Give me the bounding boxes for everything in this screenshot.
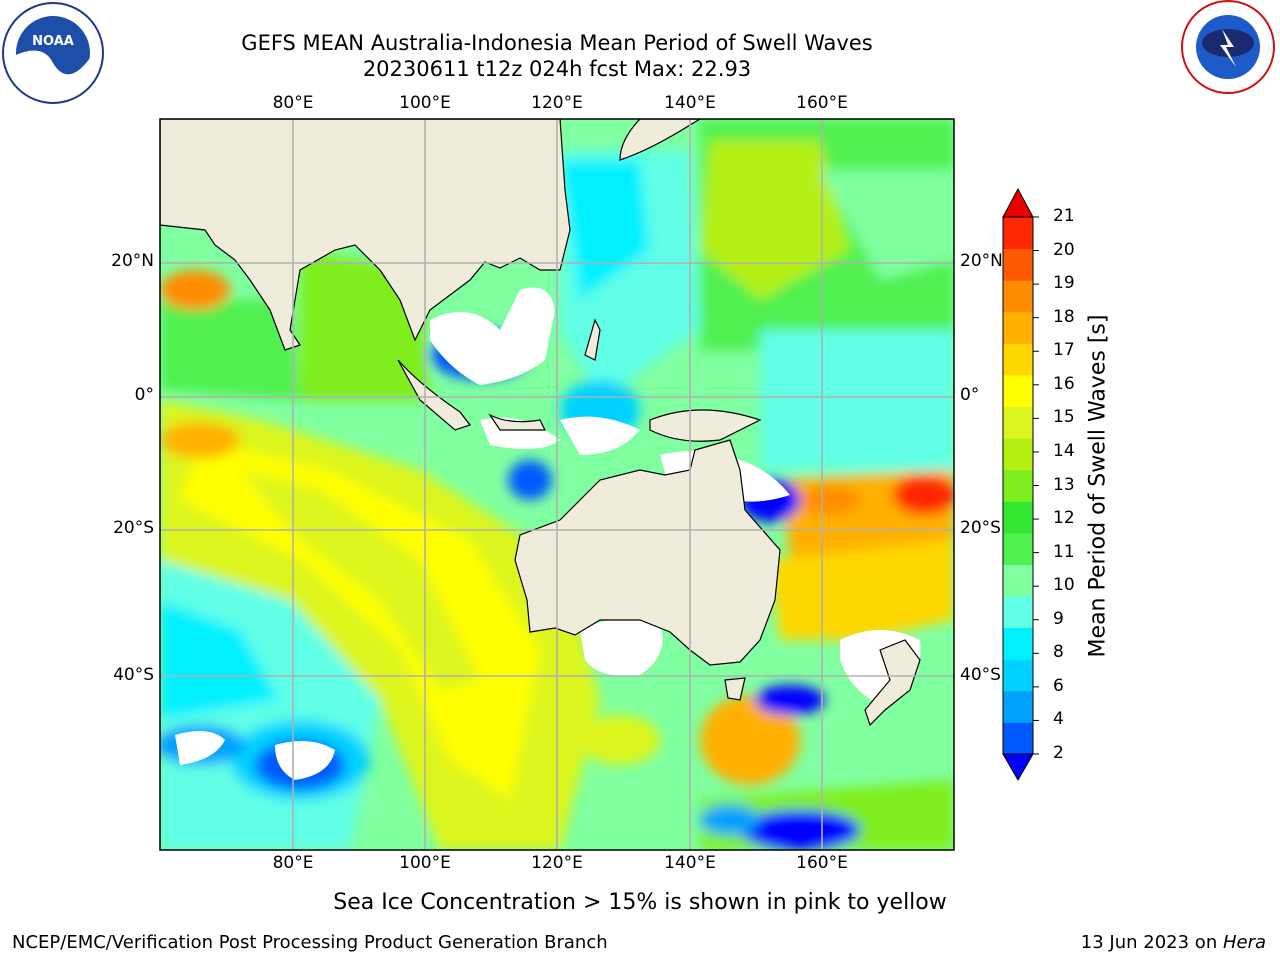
colorbar-band xyxy=(1003,469,1033,502)
footer-host: Hera xyxy=(1222,932,1266,953)
chart-subtitle: 20230611 t12z 024h fcst Max: 22.93 xyxy=(362,57,752,81)
swell-period-field xyxy=(160,119,954,850)
colorbar-tick-label: 11 xyxy=(1053,541,1075,562)
australia xyxy=(514,439,781,666)
colorbar-band xyxy=(1003,532,1033,565)
lon-label-bottom: 160°E xyxy=(796,853,848,873)
lat-label-right: 40°S xyxy=(960,665,1001,685)
footer-credit: NCEP/EMC/Verification Post Processing Pr… xyxy=(12,932,608,953)
colorbar-band xyxy=(1003,659,1033,692)
lon-label-top: 80°E xyxy=(272,93,314,113)
lat-label-right: 0° xyxy=(960,385,980,405)
colorbar-band xyxy=(1003,248,1033,281)
colorbar-tick-label: 2 xyxy=(1053,743,1064,763)
chart-title: GEFS MEAN Australia-Indonesia Mean Perio… xyxy=(241,31,873,55)
colorbar-extend-min xyxy=(1002,753,1034,782)
lon-label-top: 160°E xyxy=(796,93,848,113)
colorbar-tick-label: 10 xyxy=(1053,575,1075,596)
colorbar-tick-label: 18 xyxy=(1053,306,1075,327)
colorbar-band xyxy=(1003,501,1033,534)
lat-label-left: 0° xyxy=(134,385,154,405)
map-frame xyxy=(159,118,955,851)
sea-ice-note: Sea Ice Concentration > 15% is shown in … xyxy=(333,890,947,915)
noaa-logo-text: NOAA xyxy=(32,34,74,49)
colorbar-band xyxy=(1003,564,1033,597)
lon-label-top: 100°E xyxy=(399,93,451,113)
lat-label-left: 20°N xyxy=(111,251,154,271)
colorbar-band xyxy=(1003,343,1033,376)
colorbar-band xyxy=(1003,280,1033,313)
colorbar-tick-label: 20 xyxy=(1053,239,1075,260)
colorbar-tick-label: 8 xyxy=(1053,642,1064,663)
lat-label-left: 20°S xyxy=(113,518,154,538)
landmasses xyxy=(160,119,921,727)
colorbar-band xyxy=(1003,596,1033,629)
colorbar xyxy=(1002,187,1039,782)
footer-date-text: 13 Jun 2023 on xyxy=(1080,932,1223,953)
colorbar-extend-max xyxy=(1002,187,1034,218)
colorbar-band xyxy=(1003,311,1033,344)
colorbar-tick-label: 15 xyxy=(1053,407,1075,428)
lon-label-bottom: 100°E xyxy=(399,853,451,873)
lon-label-top: 140°E xyxy=(664,93,716,113)
colorbar-tick-label: 17 xyxy=(1053,340,1075,361)
tasmania xyxy=(724,677,746,701)
sumatra xyxy=(397,359,471,431)
colorbar-band xyxy=(1003,722,1033,755)
philippines xyxy=(584,318,601,361)
noaa-logo: NOAA xyxy=(2,2,104,104)
colorbar-tick-label: 19 xyxy=(1053,273,1075,294)
java xyxy=(488,413,546,431)
colorbar-tick-label: 13 xyxy=(1053,474,1075,495)
japan xyxy=(619,119,702,161)
new-guinea xyxy=(649,409,762,442)
colorbar-tick-label: 12 xyxy=(1053,508,1075,529)
colorbar-band xyxy=(1003,438,1033,471)
lon-label-bottom: 140°E xyxy=(664,853,716,873)
gridlines xyxy=(160,119,954,850)
lon-label-top: 120°E xyxy=(531,93,583,113)
colorbar-band xyxy=(1003,690,1033,723)
footer-date: 13 Jun 2023 on Hera xyxy=(1081,932,1266,953)
asia-mainland xyxy=(160,119,571,351)
colorbar-tick-label: 14 xyxy=(1053,440,1075,461)
lat-label-right: 20°N xyxy=(960,251,1003,271)
colorbar-tick-label: 4 xyxy=(1053,709,1064,730)
colorbar-tick-label: 16 xyxy=(1053,373,1075,394)
lat-label-left: 40°S xyxy=(113,665,154,685)
colorbar-tick-label: 9 xyxy=(1053,608,1064,629)
colorbar-tick-label: 6 xyxy=(1053,675,1064,696)
colorbar-band xyxy=(1003,406,1033,439)
nws-logo xyxy=(1181,0,1275,94)
lon-label-bottom: 120°E xyxy=(531,853,583,873)
lat-label-right: 20°S xyxy=(960,518,1001,538)
colorbar-band xyxy=(1003,627,1033,660)
new-zealand xyxy=(864,639,921,727)
colorbar-tick-label: 21 xyxy=(1053,206,1075,226)
colorbar-band xyxy=(1003,217,1033,250)
lon-label-bottom: 80°E xyxy=(272,853,314,873)
colorbar-band xyxy=(1003,374,1033,408)
colorbar-title: Mean Period of Swell Waves [s] xyxy=(1085,314,1111,658)
